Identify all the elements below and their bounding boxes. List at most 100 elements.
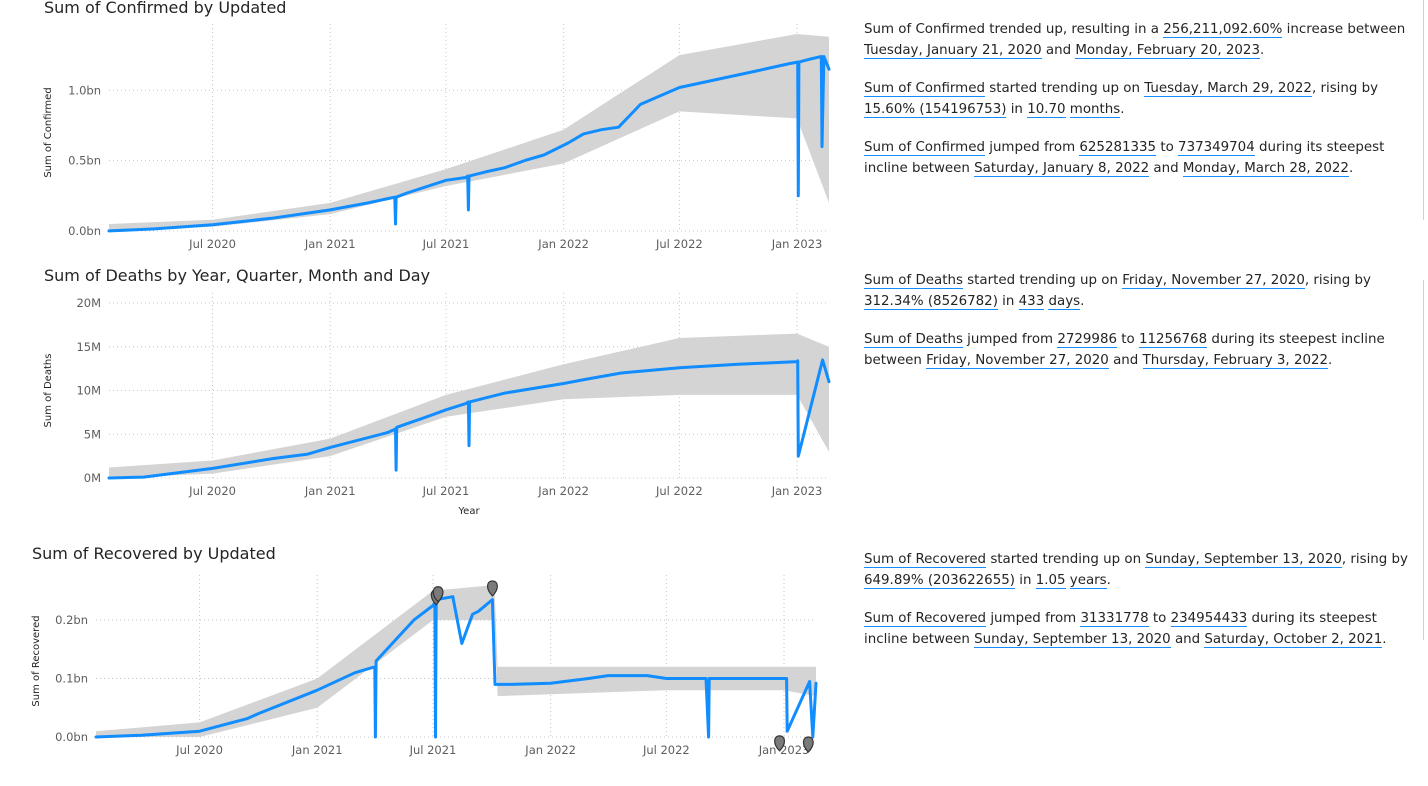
narrative-text: and — [1149, 160, 1183, 176]
narrative-text: jumped from — [986, 611, 1081, 626]
narrative-text: in — [1006, 101, 1028, 117]
narrative-dynamic-value[interactable]: Sum of Recovered — [864, 611, 987, 627]
anomaly-marker-icon[interactable] — [802, 736, 814, 753]
recovered-line-chart[interactable]: 0.0bn 0.1bn 0.2bn Jul 2020 Jan 2021 Jul 2021 J… — [0, 540, 840, 786]
narrative-dynamic-value[interactable]: Sum of Recovered — [864, 552, 987, 568]
narrative-dynamic-value[interactable]: months — [1069, 101, 1121, 118]
series-line[interactable] — [94, 595, 818, 739]
y-tick-label: 0M — [84, 471, 101, 485]
narrative-text: in — [1014, 572, 1036, 588]
x-tick-label: Jan 2021 — [304, 484, 356, 498]
x-tick-label: Jan 2022 — [524, 743, 576, 757]
recovered-chart-visual[interactable]: Sum of Recovered by Updated 0.0bn 0.1bn 0.… — [0, 540, 840, 786]
narrative-dynamic-value[interactable]: 649.89% (203622655) — [864, 572, 1015, 589]
x-tick-label: Jul 2022 — [655, 484, 703, 498]
series-line[interactable] — [107, 358, 831, 480]
confirmed-line-chart[interactable]: 0.0bn 0.5bn 1.0bn Jul 2020 Jan 2021 Jul 2021 J… — [0, 0, 840, 260]
narrative-dynamic-value[interactable]: 31331778 — [1080, 611, 1149, 627]
narrative-text: jumped from — [984, 140, 1080, 155]
narrative-dynamic-value[interactable]: 256,211,092.60% — [1163, 22, 1283, 38]
narrative-text: . — [1106, 572, 1111, 588]
x-tick-label: Jan 2022 — [537, 237, 589, 251]
narrative-dynamic-value[interactable]: Sum of Confirmed — [864, 81, 985, 97]
narrative-dynamic-value[interactable]: 234954433 — [1170, 611, 1248, 627]
y-tick-label: 0.2bn — [55, 613, 88, 627]
narrative-text: . — [1348, 160, 1354, 176]
deaths-chart-visual[interactable]: Sum of Deaths by Year, Quarter, Month an… — [0, 260, 840, 522]
narrative-text: to — [1116, 332, 1139, 347]
recovered-chart-title: Sum of Recovered by Updated — [32, 544, 276, 563]
anomaly-marker-icon[interactable] — [486, 580, 498, 597]
y-tick-label: 15M — [76, 340, 101, 354]
narrative-text: increase between — [1282, 22, 1406, 37]
narrative-dynamic-value[interactable]: 11256768 — [1138, 332, 1208, 348]
confirmed-narrative-paragraph: Sum of Confirmed jumped from 625281335 t… — [864, 138, 1420, 179]
narrative-dynamic-value[interactable]: Monday, February 20, 2023 — [1075, 42, 1260, 59]
y-tick-label: 0.0bn — [68, 224, 101, 238]
x-axis-title: Year — [457, 506, 480, 517]
narrative-dynamic-value[interactable]: Sum of Deaths — [864, 273, 963, 289]
anomaly-marker-icon[interactable] — [774, 735, 786, 752]
narrative-dynamic-value[interactable]: Friday, November 27, 2020 — [926, 352, 1109, 369]
y-axis-title: Sum of Recovered — [31, 615, 42, 706]
narrative-dynamic-value[interactable]: days — [1048, 293, 1081, 310]
narrative-text: to — [1156, 140, 1179, 155]
narrative-text: during its steepest incline between — [864, 332, 1385, 368]
anomaly-pin-shape — [486, 580, 498, 597]
narrative-dynamic-value[interactable]: 312.34% (8526782) — [864, 293, 998, 310]
narrative-dynamic-value[interactable]: Tuesday, January 21, 2020 — [864, 42, 1042, 59]
deaths-chart-title: Sum of Deaths by Year, Quarter, Month an… — [44, 266, 431, 285]
narrative-dynamic-value[interactable]: years — [1069, 572, 1107, 589]
y-tick-label: 0.1bn — [55, 672, 88, 686]
narrative-dynamic-value[interactable]: 625281335 — [1079, 140, 1157, 156]
narrative-text: . — [1259, 42, 1265, 58]
y-tick-label: 1.0bn — [68, 83, 101, 97]
narrative-text: . — [1382, 631, 1387, 647]
confirmed-narrative-paragraph: Sum of Confirmed started trending up on … — [864, 79, 1420, 120]
series-line[interactable] — [107, 55, 831, 233]
narrative-text: started trending up on — [986, 552, 1146, 567]
x-tick-label: Jan 2022 — [537, 484, 589, 498]
anomaly-marker-icon[interactable] — [432, 586, 444, 603]
narrative-dynamic-value[interactable]: Friday, November 27, 2020 — [1122, 273, 1305, 289]
confirmed-chart-visual[interactable]: Sum of Confirmed by Updated 0.0bn 0.5bn 1.… — [0, 0, 840, 260]
narrative-dynamic-value[interactable]: 433 — [1018, 293, 1045, 310]
narrative-dynamic-value[interactable]: Sum of Deaths — [864, 332, 963, 348]
deaths-narrative-paragraph: Sum of Deaths jumped from 2729986 to 112… — [864, 330, 1420, 371]
narrative-dynamic-value[interactable]: 737349704 — [1178, 140, 1255, 156]
narrative-dynamic-value[interactable]: Saturday, October 2, 2021 — [1204, 631, 1383, 648]
x-tick-label: Jul 2020 — [188, 237, 236, 251]
narrative-text: and — [1108, 352, 1143, 368]
y-tick-label: 20M — [76, 296, 101, 310]
narrative-text: to — [1148, 611, 1171, 626]
narrative-dynamic-value[interactable]: 10.70 — [1027, 101, 1066, 118]
forecast-range-band — [96, 585, 816, 737]
x-tick-label: Jan 2023 — [771, 237, 823, 251]
deaths-line-chart[interactable]: 0M 5M 10M 15M 20M Jul 2020 Jan 2021 Jul 2021 Jan… — [0, 260, 840, 522]
narrative-text: during its steepest incline between — [864, 611, 1377, 647]
narrative-dynamic-value[interactable]: Monday, March 28, 2022 — [1182, 160, 1349, 177]
narrative-dynamic-value[interactable]: 15.60% (154196753) — [864, 101, 1007, 118]
narrative-dynamic-value[interactable]: Thursday, February 3, 2022 — [1142, 352, 1329, 369]
narrative-dynamic-value[interactable]: 1.05 — [1035, 572, 1066, 589]
confirmed-narrative: Sum of Confirmed trended up, resulting i… — [864, 20, 1420, 197]
right-edge-divider-top — [1423, 0, 1424, 220]
narrative-dynamic-value[interactable]: Sunday, September 13, 2020 — [974, 631, 1171, 648]
narrative-text: in — [997, 293, 1019, 309]
narrative-dynamic-value[interactable]: Sum of Confirmed — [864, 140, 985, 156]
recovered-narrative-paragraph: Sum of Recovered started trending up on … — [864, 550, 1420, 591]
x-tick-label: Jan 2023 — [771, 484, 823, 498]
narrative-text: . — [1120, 101, 1125, 117]
narrative-dynamic-value[interactable]: 2729986 — [1057, 332, 1117, 348]
forecast-range-band — [109, 34, 829, 231]
deaths-narrative-paragraph: Sum of Deaths started trending up on Fri… — [864, 271, 1420, 312]
narrative-dynamic-value[interactable]: Tuesday, March 29, 2022 — [1144, 81, 1312, 97]
narrative-text: , rising by — [1341, 552, 1408, 567]
narrative-dynamic-value[interactable]: Sunday, September 13, 2020 — [1145, 552, 1342, 568]
confirmed-chart-title: Sum of Confirmed by Updated — [44, 0, 287, 17]
x-tick-label: Jan 2021 — [291, 743, 343, 757]
x-tick-label: Jul 2022 — [655, 237, 703, 251]
x-tick-label: Jan 2021 — [304, 237, 356, 251]
narrative-dynamic-value[interactable]: Saturday, January 8, 2022 — [974, 160, 1150, 177]
narrative-text: . — [1080, 293, 1085, 309]
